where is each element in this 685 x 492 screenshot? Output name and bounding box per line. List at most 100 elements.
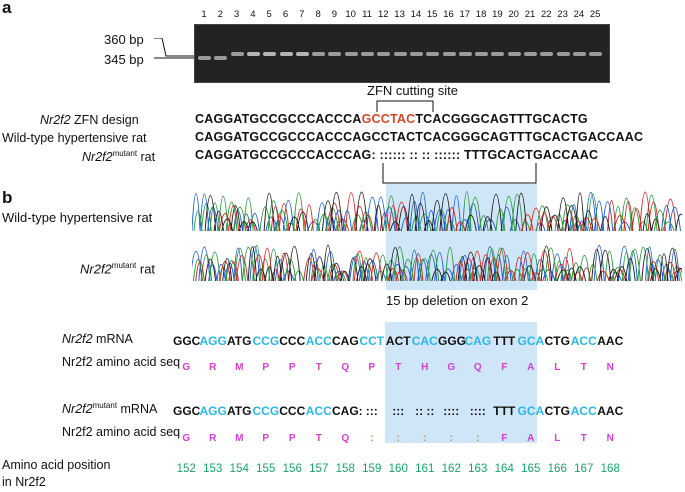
mut-codon-item: CCG xyxy=(252,404,280,418)
wt-aa-item: G xyxy=(447,362,456,373)
mut-codon-item: ::: xyxy=(365,404,378,418)
mut-aa-item: L xyxy=(554,433,561,444)
mut-aa-item: P xyxy=(262,433,270,444)
trace-wildtype-label: Wild-type hypertensive rat xyxy=(2,210,153,225)
gel-image xyxy=(194,24,610,83)
zfn-cutting-site-label: ZFN cutting site xyxy=(367,83,459,98)
mut-codon-item: :::: xyxy=(443,404,460,418)
wt-aa-item: P xyxy=(288,362,296,373)
zfn-bracket xyxy=(376,100,434,112)
gel-band xyxy=(589,52,603,56)
gel-band xyxy=(426,52,440,56)
deletion-highlight-codons xyxy=(385,322,537,443)
lane-number: 1 xyxy=(201,9,207,20)
mut-codon-item: GGC xyxy=(173,404,201,418)
position-item: 153 xyxy=(203,463,223,475)
position-item: 168 xyxy=(600,463,620,475)
position-item: 162 xyxy=(441,463,461,475)
mut-aa-item: N xyxy=(606,433,614,444)
mut-aa-item: G xyxy=(182,433,191,444)
mut-codon-item: :: :: xyxy=(415,404,435,418)
gel-band xyxy=(458,52,472,56)
mut-aa-item: R xyxy=(209,433,217,444)
panel-a-label: a xyxy=(2,0,12,17)
gel-band xyxy=(246,52,260,56)
gel-band xyxy=(328,52,342,56)
gel-band xyxy=(540,52,554,56)
wt-aa-item: Q xyxy=(473,362,482,373)
mut-aa-item: T xyxy=(580,433,587,444)
position-item: 165 xyxy=(521,463,541,475)
marker-pointer-lines xyxy=(154,38,194,59)
lane-number: 12 xyxy=(378,9,389,20)
position-item: 155 xyxy=(256,463,276,475)
marker-360-label: 360 bp xyxy=(104,32,144,47)
chromatogram-wildtype xyxy=(192,191,682,232)
position-item: 152 xyxy=(176,463,196,475)
aa-position-label: Amino acid position in Nr2f2 xyxy=(2,458,111,489)
mut-aa-item: : xyxy=(396,433,400,444)
gel-band xyxy=(507,52,521,56)
lane-number: 23 xyxy=(557,9,568,20)
mut-mrna-codons: GGCAGGATGCCGCCCACCCAG::::::::: :::::::::… xyxy=(173,402,624,420)
wt-aa-item: N xyxy=(606,362,614,373)
mut-codon-item: CTG xyxy=(544,404,570,418)
gel-band xyxy=(230,52,244,56)
gel-band xyxy=(198,56,211,60)
wt-aa-item: L xyxy=(554,362,561,373)
wt-aa-item: P xyxy=(262,362,270,373)
wt-aa-item: R xyxy=(209,362,217,373)
trace-line xyxy=(204,191,682,232)
wt-codon-item: AGG xyxy=(199,334,227,348)
lane-number: 16 xyxy=(443,9,454,20)
lane-number: 21 xyxy=(524,9,536,20)
mut-aa-item: : xyxy=(449,433,453,444)
position-item: 157 xyxy=(309,463,329,475)
wt-codon-item: GCA xyxy=(517,334,545,348)
mut-codon-item: GCA xyxy=(517,404,545,418)
wt-aa-item: T xyxy=(315,362,322,373)
mut-codon-item: ACC xyxy=(570,404,597,418)
mutant-sequence: CAGGATGCCGCCCACCCAG: :::::: :: :: ::::::… xyxy=(195,148,599,162)
wt-codon-item: GGC xyxy=(173,334,201,348)
mut-aa-item: : xyxy=(370,433,374,444)
lane-number: 11 xyxy=(362,9,372,20)
mut-aa-item: T xyxy=(315,433,322,444)
wt-codon-item: GGG xyxy=(438,334,467,348)
wildtype-seq-label: Wild-type hypertensive rat xyxy=(2,131,147,145)
wt-codon-item: CCT xyxy=(359,334,385,348)
lane-number: 24 xyxy=(573,9,585,20)
wt-codon-item: ACC xyxy=(305,334,332,348)
gel-band xyxy=(361,52,374,56)
lane-number: 18 xyxy=(475,9,487,20)
mut-codon-item: ::: xyxy=(392,404,405,418)
position-item: 158 xyxy=(335,463,355,475)
wt-aa-item: F xyxy=(501,362,508,373)
wt-codon-item: AAC xyxy=(597,334,624,348)
marker-345-label: 345 bp xyxy=(104,52,144,67)
lane-number: 3 xyxy=(233,9,240,20)
gel-band xyxy=(409,52,423,56)
lane-number: 2 xyxy=(217,9,223,20)
wt-codon-item: CCC xyxy=(279,334,306,348)
aa-positions: 152 153 154 155 156 157 158 159 160 161 162 163 164 1… xyxy=(173,459,624,477)
gel-band xyxy=(524,52,537,56)
lane-number: 13 xyxy=(394,9,405,20)
lane-number: 10 xyxy=(345,9,356,20)
wt-aa-item: H xyxy=(421,362,429,373)
lane-number: 7 xyxy=(299,9,305,20)
mut-aa-item: : xyxy=(476,433,480,444)
gel-band xyxy=(263,52,277,56)
lane-number: 6 xyxy=(282,9,289,20)
lane-number: 8 xyxy=(315,9,321,20)
wt-aa-item: P xyxy=(368,362,376,373)
mut-codon-item: ACC xyxy=(305,404,332,418)
mut-codon-item: CAG: xyxy=(332,404,363,418)
gel-band xyxy=(491,52,505,56)
wt-aa-item: T xyxy=(580,362,587,373)
wt-aa-item: M xyxy=(235,362,244,373)
mut-amino-acids: G R M P P T Q::::: F A L T N xyxy=(173,428,624,446)
wt-codon-item: CAG xyxy=(464,334,492,348)
wt-codon-item: TTT xyxy=(493,334,516,348)
